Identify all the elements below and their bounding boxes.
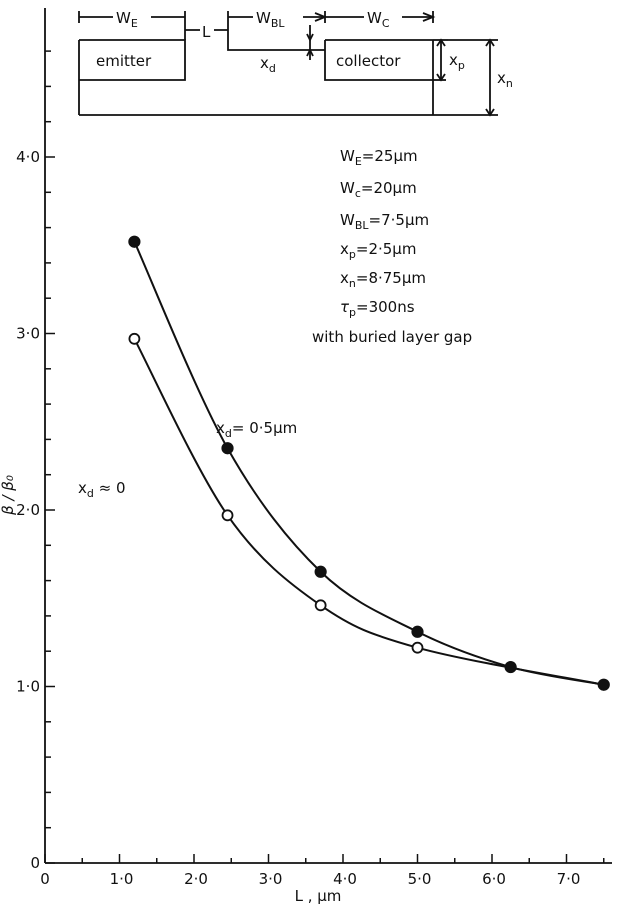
open-data-point xyxy=(314,599,327,612)
x-tick-label: 7·0 xyxy=(557,870,581,888)
param-note: with buried layer gap xyxy=(312,328,472,346)
x-tick-label: 6·0 xyxy=(482,870,506,888)
axes xyxy=(44,8,612,864)
buried-layer xyxy=(227,40,325,51)
y-tick-label: 0 xyxy=(30,854,40,872)
filled-data-point xyxy=(221,442,234,455)
emitter-region xyxy=(79,39,186,81)
param-we: WE=25μm xyxy=(340,147,418,168)
xn-label: xn xyxy=(497,69,513,90)
xp-arrow-top xyxy=(436,38,446,47)
parameter-list: WE=25μm Wc=20μm WBL=7·5μm xp=2·5μm xn=8·… xyxy=(312,147,472,346)
device-diagram-labels: WE WBL WC L emitter collector xd xp xn xyxy=(96,7,513,90)
y-tick-label: 4·0 xyxy=(16,148,40,166)
wc-label-bg xyxy=(364,7,402,27)
filled-data-point xyxy=(314,565,327,578)
param-wc: Wc=20μm xyxy=(340,179,417,200)
param-tp: τp=300ns xyxy=(340,298,415,319)
open-data-point xyxy=(221,509,234,522)
param-xp: xp=2·5μm xyxy=(340,240,416,261)
wbl-label: WBL xyxy=(256,9,285,30)
x-tick-label: 3·0 xyxy=(259,870,283,888)
l-label: L xyxy=(202,23,211,41)
wc-label: WC xyxy=(367,9,390,30)
emitter-label: emitter xyxy=(96,52,152,70)
filled-data-point xyxy=(504,660,517,674)
x-tick-label: 5·0 xyxy=(408,870,432,888)
open-data-point xyxy=(128,332,141,345)
xp-label: xp xyxy=(449,51,465,72)
filled-data-point xyxy=(597,678,610,691)
series-line-2 xyxy=(133,338,604,686)
ticks: 01·02·03·04·05·06·07·08·001·02·03·04·0 xyxy=(16,50,605,888)
x-tick-label: 0 xyxy=(40,870,50,888)
curve-label-xd-05: xd= 0·5μm xyxy=(216,419,297,440)
y-tick-label: 1·0 xyxy=(16,678,40,696)
open-data-point xyxy=(411,641,424,654)
wbl-label-bg xyxy=(253,7,303,27)
x-axis-label: L , μm xyxy=(295,887,342,905)
wbl-arrow-right xyxy=(314,12,328,22)
points xyxy=(128,235,610,691)
filled-data-point xyxy=(411,625,424,638)
y-axis-label: β / β₀ xyxy=(0,475,17,516)
collector-label: collector xyxy=(336,52,401,70)
we-label-bg xyxy=(113,7,151,27)
collector-region xyxy=(324,40,433,81)
param-xn: xn=8·75μm xyxy=(340,269,426,290)
xd-arrow-bottom xyxy=(306,47,314,57)
xd-arrow-top xyxy=(306,33,314,43)
x-tick-label: 2·0 xyxy=(184,870,208,888)
xd-label: xd xyxy=(260,54,276,75)
l-label-bg xyxy=(200,22,214,40)
filled-data-point xyxy=(128,235,141,248)
x-tick-label: 4·0 xyxy=(333,870,357,888)
y-tick-label: 3·0 xyxy=(16,325,40,343)
x-tick-label: 1·0 xyxy=(110,870,134,888)
param-wbl: WBL=7·5μm xyxy=(340,211,429,232)
we-label: WE xyxy=(116,9,138,30)
curve-label-xd-0: xd ≈ 0 xyxy=(78,479,126,500)
wc-arrow xyxy=(422,12,436,22)
y-tick-label: 2·0 xyxy=(16,501,40,519)
